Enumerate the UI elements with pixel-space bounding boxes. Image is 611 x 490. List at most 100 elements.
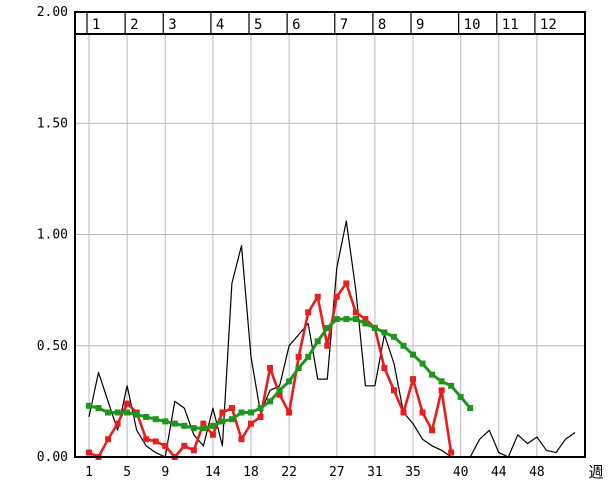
series-2 <box>86 316 474 432</box>
data-point <box>305 353 312 360</box>
data-point <box>209 422 216 429</box>
data-point <box>429 371 436 378</box>
data-point <box>143 436 150 443</box>
data-point <box>381 329 388 336</box>
series-layer <box>86 220 576 460</box>
month-label: 11 <box>502 17 519 33</box>
month-label: 8 <box>378 17 386 33</box>
month-label: 5 <box>254 17 262 33</box>
data-point <box>390 387 397 394</box>
data-point <box>257 405 264 412</box>
x-tick-label: 27 <box>329 465 345 480</box>
x-tick-label: 1 <box>85 465 93 480</box>
data-point <box>400 342 407 349</box>
data-point <box>162 418 169 425</box>
y-tick-label: 2.00 <box>37 5 68 20</box>
data-point <box>95 405 102 412</box>
data-point <box>105 436 112 443</box>
data-point <box>419 409 426 416</box>
y-tick-label: 0.50 <box>37 339 68 354</box>
data-point <box>152 416 159 423</box>
data-point <box>124 400 131 407</box>
data-point <box>86 402 92 409</box>
month-label: 6 <box>292 17 300 33</box>
data-point <box>114 420 121 427</box>
data-point <box>248 420 255 427</box>
x-tick-label: 35 <box>405 465 421 480</box>
data-point <box>133 411 140 418</box>
data-point <box>286 378 293 385</box>
data-point <box>333 293 340 300</box>
month-label: 1 <box>92 17 100 33</box>
data-point <box>219 409 226 416</box>
data-point <box>200 425 207 432</box>
data-point <box>343 280 350 287</box>
x-axis-label: 週 <box>588 463 603 481</box>
data-point <box>324 342 331 349</box>
plot-frame <box>74 11 586 458</box>
y-tick-label: 1.50 <box>37 116 68 131</box>
data-point <box>352 316 359 323</box>
data-point <box>276 387 283 394</box>
month-band: 1 2 3 4 5 6 7 8 9 10 11 12 <box>75 12 585 35</box>
data-point <box>86 449 92 456</box>
x-tick-label: 5 <box>123 465 131 480</box>
data-point <box>352 309 359 316</box>
month-label: 2 <box>130 17 138 33</box>
data-point <box>410 376 417 383</box>
data-point <box>343 316 350 323</box>
gridlines <box>75 11 585 458</box>
data-point <box>219 418 226 425</box>
data-point <box>267 365 274 371</box>
data-point <box>448 382 455 389</box>
data-point <box>162 442 169 449</box>
data-point <box>276 391 283 398</box>
data-point <box>448 449 455 456</box>
y-tick-label: 1.00 <box>37 228 68 243</box>
data-point <box>295 353 302 360</box>
data-point <box>305 309 312 316</box>
data-point <box>238 409 245 416</box>
data-point <box>400 409 407 416</box>
x-tick-label: 31 <box>367 465 383 480</box>
data-point <box>171 420 178 427</box>
x-tick-label: 48 <box>529 465 545 480</box>
data-point <box>114 409 121 416</box>
x-tick-label: 40 <box>453 465 469 480</box>
data-point <box>333 316 340 323</box>
data-point <box>228 416 235 423</box>
month-label: 7 <box>340 17 348 33</box>
data-point <box>105 409 112 416</box>
data-point <box>181 442 188 449</box>
data-point <box>362 316 369 323</box>
data-point <box>257 413 264 420</box>
data-point <box>124 409 131 416</box>
data-point <box>362 320 369 327</box>
data-point <box>181 422 188 429</box>
data-point <box>324 324 331 331</box>
data-point <box>410 351 417 358</box>
series-1 <box>86 280 455 460</box>
data-point <box>209 431 216 438</box>
data-point <box>190 447 197 454</box>
data-point <box>390 333 397 340</box>
data-point <box>295 365 302 371</box>
data-point <box>238 436 245 443</box>
data-point <box>228 405 235 412</box>
data-point <box>248 409 255 416</box>
month-band-bg <box>75 12 585 34</box>
data-point <box>314 338 321 345</box>
data-point <box>419 360 426 367</box>
x-tick-label: 9 <box>161 465 169 480</box>
data-point <box>286 409 293 416</box>
data-point <box>314 293 321 300</box>
data-point <box>152 438 159 445</box>
data-point <box>267 398 274 405</box>
x-tick-label: 44 <box>491 465 507 480</box>
data-point <box>200 420 207 427</box>
data-point <box>371 324 378 331</box>
data-point <box>143 413 150 420</box>
month-label: 4 <box>216 17 224 33</box>
month-label: 10 <box>464 17 481 33</box>
